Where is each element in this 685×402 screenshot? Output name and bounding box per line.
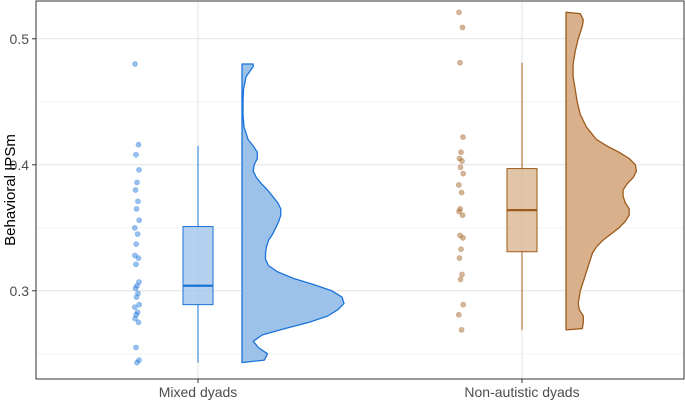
density-half-violin	[565, 11, 638, 331]
data-point	[136, 166, 142, 173]
series-non-autistic-dyads	[455, 9, 638, 333]
data-point	[136, 217, 143, 224]
data-point	[131, 304, 138, 311]
data-point	[132, 61, 138, 67]
data-point	[135, 255, 142, 261]
y-tick-label: 0.5	[10, 31, 30, 47]
data-point	[458, 326, 465, 333]
data-point	[135, 141, 142, 148]
x-tick-label: Non-autistic dyads	[464, 384, 579, 400]
data-point	[457, 276, 464, 283]
data-point	[135, 198, 141, 205]
data-point	[460, 134, 466, 140]
data-point	[133, 311, 140, 318]
data-point	[459, 212, 466, 219]
data-point	[457, 232, 463, 239]
data-point	[459, 24, 466, 31]
chart-marks	[131, 9, 638, 366]
data-point	[131, 224, 138, 231]
series-mixed-dyads	[131, 61, 345, 366]
data-point	[134, 231, 141, 237]
data-point	[457, 205, 464, 212]
data-point	[133, 241, 140, 248]
x-tick-label: Mixed dyads	[159, 384, 238, 400]
data-point	[457, 164, 464, 171]
data-point	[134, 309, 141, 316]
density-half-violin	[241, 63, 345, 364]
data-point	[456, 208, 462, 215]
data-point	[459, 158, 465, 164]
data-point	[460, 301, 467, 308]
data-point	[460, 170, 467, 177]
data-point	[134, 282, 140, 289]
data-point	[133, 294, 140, 300]
data-point	[132, 187, 139, 193]
data-point	[135, 319, 142, 326]
data-point	[132, 315, 138, 322]
y-axis-title: Behavioral IPSm	[2, 134, 19, 246]
data-point	[455, 182, 462, 188]
data-point	[458, 189, 465, 196]
data-point	[132, 285, 139, 292]
data-point	[459, 271, 465, 278]
plot-panel-border	[35, 0, 685, 380]
data-point	[133, 344, 139, 351]
data-point	[456, 9, 462, 16]
data-point	[136, 279, 142, 285]
data-point	[134, 179, 140, 186]
data-point	[460, 234, 466, 241]
data-point	[134, 359, 140, 366]
data-point	[136, 301, 143, 308]
data-point	[135, 290, 141, 297]
data-point	[455, 311, 462, 318]
data-point	[133, 151, 139, 158]
data-point	[133, 205, 140, 212]
data-point	[458, 149, 464, 156]
data-point	[458, 246, 464, 253]
y-tick-label: 0.4	[10, 157, 30, 173]
data-point	[456, 155, 463, 162]
axes: 0.3 0.4 0.5 Mixed dyads Non-autistic dyads	[10, 31, 580, 400]
data-point	[132, 252, 138, 259]
data-point	[457, 59, 463, 66]
box-iqr	[182, 226, 214, 306]
grid-lines	[36, 1, 684, 379]
data-point	[136, 357, 142, 363]
data-point	[456, 255, 463, 261]
data-point	[133, 261, 139, 268]
y-tick-label: 0.3	[10, 283, 30, 299]
